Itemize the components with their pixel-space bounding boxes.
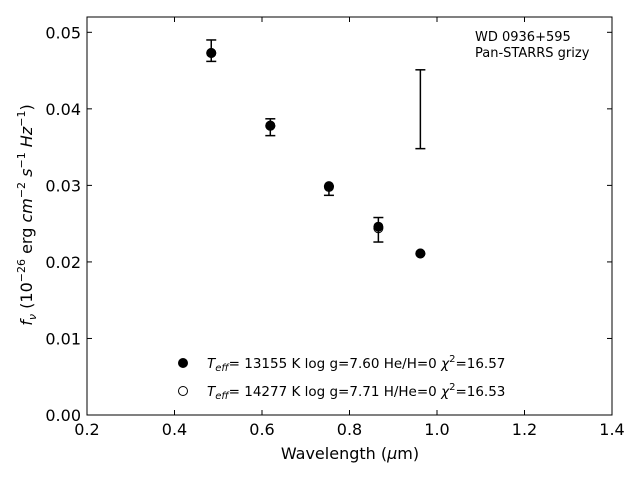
y-tick-label: 0.00: [45, 406, 81, 425]
model-point-filled: [323, 181, 334, 192]
x-tick-label: 1.2: [512, 420, 537, 439]
x-axis-title: Wavelength (μm): [281, 444, 419, 463]
data-points: [206, 47, 426, 259]
model-point-open: [206, 47, 217, 58]
x-axis-ticks: 0.2 0.4 0.6 0.8 1.0 1.2 1.4: [74, 17, 625, 439]
y-axis-ticks: 0.00 0.01 0.02 0.03 0.04 0.05: [45, 23, 612, 425]
x-tick-label: 1.4: [599, 420, 624, 439]
legend: Teff= 13155 K log g=7.60 He/H=0 χ2=16.57…: [178, 354, 505, 402]
legend-marker-open: [178, 386, 188, 396]
model-point-open: [415, 248, 426, 259]
x-tick-label: 0.8: [337, 420, 362, 439]
legend-entry-1: Teff= 13155 K log g=7.60 He/H=0 χ2=16.57: [207, 354, 505, 374]
legend-entry-2: Teff= 14277 K log g=7.71 H/He=0 χ2=16.53: [207, 382, 505, 402]
x-tick-label: 0.6: [249, 420, 274, 439]
y-tick-label: 0.01: [45, 329, 81, 348]
annotation-survey-name: Pan-STARRS grizy: [475, 46, 590, 61]
x-tick-label: 0.4: [162, 420, 187, 439]
x-tick-label: 0.2: [74, 420, 99, 439]
y-tick-label: 0.02: [45, 253, 81, 272]
y-tick-label: 0.04: [45, 100, 81, 119]
x-tick-label: 1.0: [424, 420, 449, 439]
y-tick-label: 0.03: [45, 176, 81, 195]
model-point-open: [265, 120, 276, 131]
model-point-open: [323, 181, 334, 192]
y-tick-label: 0.05: [45, 23, 81, 42]
model-point-open: [373, 223, 384, 234]
legend-marker-filled: [178, 358, 188, 368]
y-axis-title: fν (10−26 erg cm−2 s−1 Hz−1): [15, 104, 39, 325]
error-bars: [206, 39, 426, 243]
annotation-object-name: WD 0936+595: [475, 30, 571, 45]
